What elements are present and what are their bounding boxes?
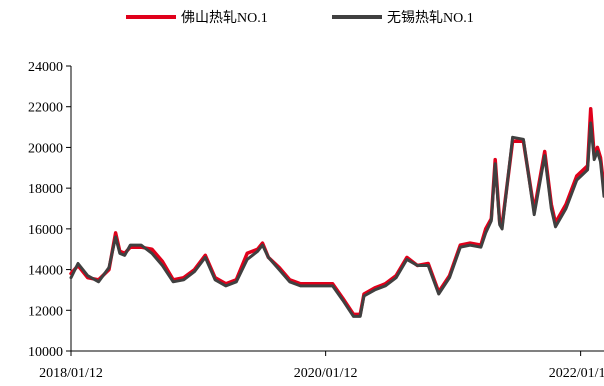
y-tick-label: 12000 <box>28 304 63 319</box>
y-tick-label: 16000 <box>28 223 63 238</box>
y-tick-label: 18000 <box>28 182 63 197</box>
legend-label-wuxi: 无锡热轧NO.1 <box>387 10 474 26</box>
x-tick-label: 2022/01/12 <box>549 366 604 381</box>
x-tick-label: 2020/01/12 <box>294 366 358 381</box>
y-tick-label: 14000 <box>28 264 63 279</box>
axes: 10000 12000 14000 16000 18000 20000 22000 24000… <box>28 60 604 381</box>
y-tick-label: 20000 <box>28 141 63 156</box>
series-line-wuxi <box>69 121 604 318</box>
y-tick-label: 10000 <box>28 345 63 360</box>
y-tick-label: 24000 <box>28 60 63 75</box>
plot-area <box>69 107 604 318</box>
legend-label-foshan: 佛山热轧NO.1 <box>181 10 268 26</box>
x-tick-label: 2018/01/12 <box>39 366 103 381</box>
legend: 佛山热轧NO.1 无锡热轧NO.1 <box>126 10 474 26</box>
y-tick-label: 22000 <box>28 101 63 116</box>
